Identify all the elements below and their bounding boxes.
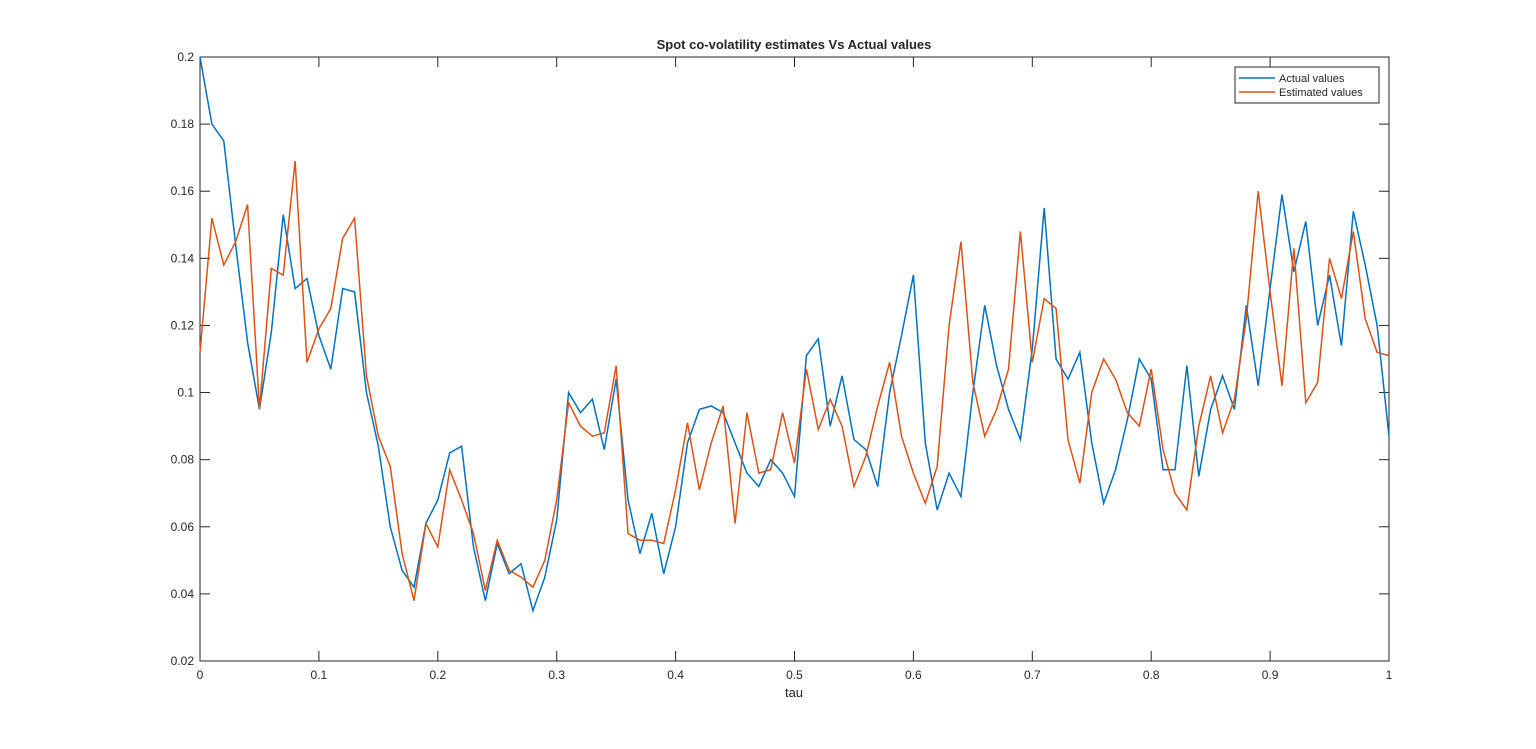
chart-title: Spot co-volatility estimates Vs Actual v… <box>657 37 932 52</box>
series-line <box>199 56 1390 614</box>
legend-label: Estimated values <box>1279 87 1363 99</box>
x-tick-label: 0.2 <box>429 668 446 682</box>
x-tick-label: 0.8 <box>1143 668 1160 682</box>
y-tick-label: 0.16 <box>171 184 195 198</box>
y-tick-label: 0.1 <box>177 386 194 400</box>
series-line <box>199 160 1390 601</box>
y-tick-label: 0.18 <box>171 117 195 131</box>
y-tick-label: 0.08 <box>171 453 195 467</box>
legend-box <box>1234 66 1380 104</box>
y-tick-label: 0.12 <box>171 318 195 332</box>
x-tick-label: 0.1 <box>311 668 328 682</box>
y-tick-label: 0.04 <box>171 587 195 601</box>
y-tick-label: 0.2 <box>177 50 194 64</box>
y-tick-label: 0.02 <box>171 654 195 668</box>
x-tick-label: 0 <box>197 668 204 682</box>
y-tick-label: 0.06 <box>171 520 195 534</box>
y-tick-label: 0.14 <box>171 251 195 265</box>
x-tick-label: 1 <box>1386 668 1393 682</box>
x-tick-label: 0.5 <box>786 668 803 682</box>
x-tick-label: 0.4 <box>667 668 684 682</box>
x-tick-label: 0.9 <box>1262 668 1279 682</box>
x-tick-label: 0.7 <box>1024 668 1041 682</box>
x-tick-label: 0.3 <box>548 668 565 682</box>
x-axis-label: tau <box>785 685 803 700</box>
x-tick-label: 0.6 <box>905 668 922 682</box>
legend-label: Actual values <box>1279 73 1345 85</box>
